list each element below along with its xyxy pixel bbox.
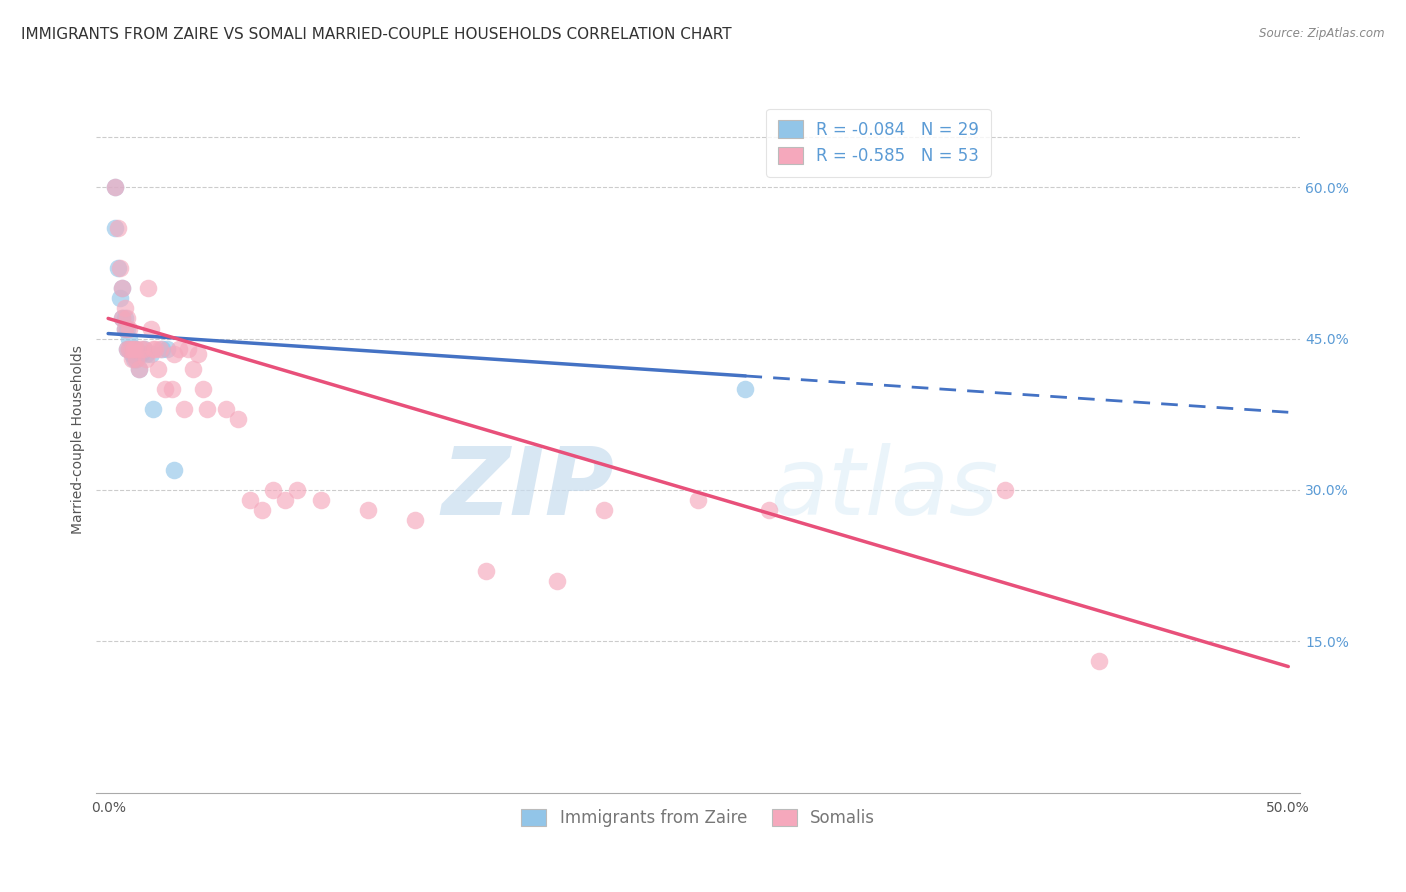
Point (226, 412, 249, 426)
Point (734, 382, 756, 396)
Point (156, 342, 179, 356)
Point (546, 574, 568, 588)
Point (153, 382, 176, 396)
Point (107, 260, 129, 275)
Point (121, 342, 143, 356)
Point (173, 402, 195, 417)
Point (592, 503, 614, 517)
Point (163, 463, 186, 477)
Point (122, 342, 145, 356)
Point (1088, 655, 1111, 669)
Point (142, 402, 165, 417)
Point (285, 483, 308, 497)
Point (250, 503, 273, 517)
Point (274, 493, 297, 508)
Point (108, 291, 131, 305)
Point (994, 483, 1017, 497)
Point (688, 493, 710, 508)
Point (404, 513, 426, 527)
Point (160, 382, 183, 396)
Point (111, 281, 134, 295)
Point (149, 342, 172, 356)
Point (114, 301, 136, 316)
Point (114, 321, 136, 335)
Point (128, 347, 150, 361)
Point (111, 311, 134, 326)
Point (115, 321, 138, 335)
Point (239, 493, 262, 508)
Point (139, 347, 162, 361)
Point (125, 351, 148, 366)
Point (195, 402, 218, 417)
Point (167, 342, 190, 356)
Point (104, 220, 127, 235)
Point (132, 342, 155, 356)
Point (177, 342, 200, 356)
Point (107, 220, 129, 235)
Point (115, 311, 138, 326)
Point (758, 503, 780, 517)
Point (115, 342, 138, 356)
Point (118, 342, 141, 356)
Point (111, 311, 134, 326)
Point (122, 342, 145, 356)
Point (475, 564, 498, 578)
Point (129, 342, 152, 356)
Point (111, 281, 134, 295)
Legend: Immigrants from Zaire, Somalis: Immigrants from Zaire, Somalis (515, 802, 882, 834)
Y-axis label: Married-couple Households: Married-couple Households (72, 345, 86, 534)
Point (125, 342, 148, 356)
Point (191, 382, 214, 396)
Point (139, 321, 162, 335)
Point (135, 347, 157, 361)
Point (125, 342, 148, 356)
Point (181, 362, 204, 376)
Point (132, 342, 155, 356)
Text: atlas: atlas (770, 443, 998, 534)
Text: Source: ZipAtlas.com: Source: ZipAtlas.com (1260, 27, 1385, 40)
Point (121, 342, 143, 356)
Point (135, 351, 157, 366)
Point (215, 402, 238, 417)
Text: IMMIGRANTS FROM ZAIRE VS SOMALI MARRIED-COUPLE HOUSEHOLDS CORRELATION CHART: IMMIGRANTS FROM ZAIRE VS SOMALI MARRIED-… (21, 27, 731, 42)
Point (136, 281, 159, 295)
Point (142, 342, 165, 356)
Point (187, 347, 209, 361)
Point (108, 260, 131, 275)
Point (104, 180, 127, 194)
Point (152, 342, 174, 356)
Point (128, 362, 150, 376)
Point (115, 342, 138, 356)
Point (118, 321, 141, 335)
Point (104, 180, 127, 194)
Text: ZIP: ZIP (441, 443, 614, 535)
Point (118, 342, 141, 356)
Point (121, 347, 143, 361)
Point (129, 347, 152, 361)
Point (128, 362, 150, 376)
Point (121, 351, 143, 366)
Point (125, 351, 148, 366)
Point (122, 351, 145, 366)
Point (262, 483, 284, 497)
Point (118, 332, 141, 346)
Point (114, 311, 136, 326)
Point (309, 493, 332, 508)
Point (146, 362, 169, 376)
Point (143, 342, 166, 356)
Point (357, 503, 380, 517)
Point (163, 347, 186, 361)
Point (114, 321, 136, 335)
